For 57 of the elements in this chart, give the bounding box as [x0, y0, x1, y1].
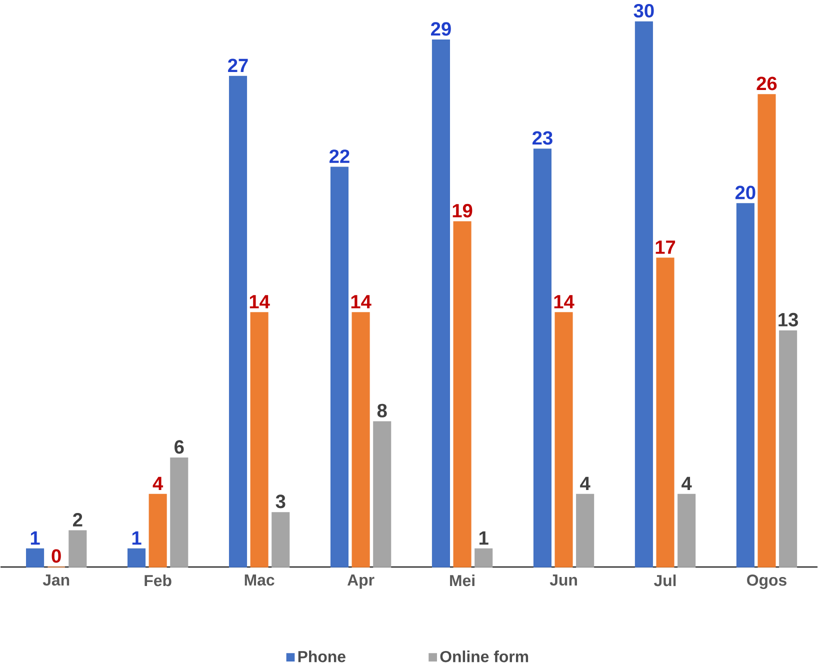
bar: [127, 548, 146, 568]
bar: [453, 221, 472, 568]
data-label: 6: [174, 440, 184, 454]
data-label: 1: [30, 531, 40, 544]
bar: [656, 257, 674, 568]
x-tick-label: Mei: [450, 574, 474, 586]
bar: [634, 21, 653, 568]
bar: [678, 494, 696, 568]
bar: [272, 512, 290, 568]
x-tick-label: Apr: [347, 574, 374, 589]
data-label: 14: [250, 294, 270, 308]
bar: [474, 548, 493, 568]
legend-label: Phone: [298, 650, 346, 662]
x-tick-label: Jan: [42, 574, 70, 586]
data-label: 2: [73, 512, 82, 526]
data-label: 4: [580, 476, 590, 490]
data-label: 19: [452, 204, 472, 218]
data-label: 3: [276, 494, 286, 508]
bar: [68, 530, 87, 568]
bar: [758, 94, 776, 568]
data-label: 17: [656, 240, 676, 254]
data-label: 1: [479, 531, 488, 544]
data-label: 14: [554, 294, 574, 308]
x-tick-label: Feb: [144, 574, 172, 586]
x-tick-label: Jul: [654, 574, 676, 586]
data-label: 20: [735, 186, 756, 200]
data-label: 0: [52, 549, 61, 563]
bar: [352, 312, 370, 568]
bar: [554, 312, 573, 568]
data-label: 29: [431, 22, 451, 36]
data-label: 13: [778, 312, 798, 326]
legend-label: Online form: [440, 650, 528, 662]
data-label: 8: [377, 404, 387, 418]
bar: [148, 494, 167, 568]
data-label: 23: [532, 131, 552, 145]
x-tick-label: Jun: [550, 574, 577, 586]
bar: [373, 421, 392, 568]
bar: [26, 548, 44, 568]
data-label: 27: [228, 58, 248, 72]
bar: [228, 76, 248, 568]
bar: [250, 312, 268, 568]
data-label: 1: [132, 531, 142, 544]
data-label: 4: [682, 476, 692, 490]
data-label: 22: [330, 149, 350, 163]
bar: [432, 39, 450, 568]
x-tick-label: Ogos: [747, 574, 786, 589]
bar: [779, 330, 798, 568]
bar: [170, 457, 188, 568]
bar: [533, 148, 552, 568]
data-label: 30: [634, 4, 654, 18]
bar: [576, 494, 594, 568]
bar: [736, 202, 754, 568]
data-label: 4: [152, 476, 164, 490]
x-tick-label: Mac: [244, 574, 274, 586]
bar: [330, 166, 349, 568]
data-label: 14: [351, 294, 372, 308]
data-label: 26: [756, 76, 777, 90]
